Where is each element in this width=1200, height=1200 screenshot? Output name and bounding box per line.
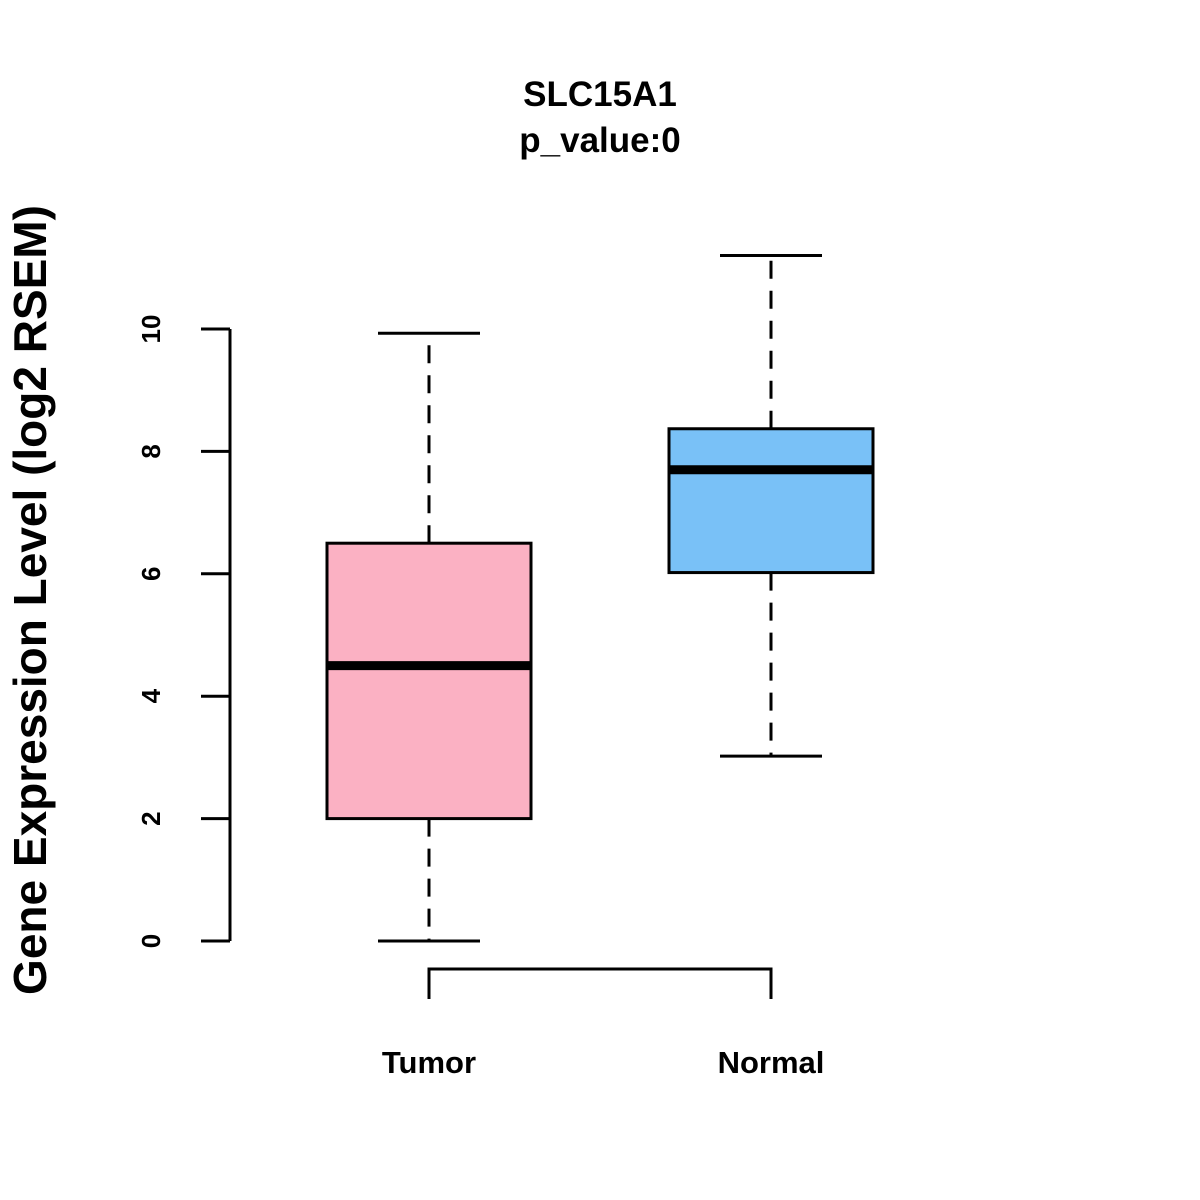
chart-title-text: SLC15A1 [523, 75, 677, 114]
y-tick-label: 10 [136, 315, 166, 344]
x-category-label-normal: Normal [718, 1045, 825, 1080]
y-tick-label: 4 [136, 688, 166, 703]
x-category-label-tumor: Tumor [382, 1045, 476, 1080]
chart-title: SLC15A1 p_value:0 [519, 75, 680, 160]
y-tick-label: 0 [136, 934, 166, 948]
comparison-bracket-line [427, 967, 773, 999]
y-tick-label: 2 [136, 811, 166, 825]
iqr-box [325, 541, 533, 821]
y-axis: 0 2 4 6 8 10 [136, 315, 232, 948]
boxes-layer [325, 254, 875, 943]
y-tick-label: 6 [136, 567, 166, 581]
x-axis-labels: Tumor Normal [382, 1045, 824, 1080]
iqr-box [667, 427, 875, 575]
y-tick-label: 8 [136, 444, 166, 458]
box-tumor [325, 331, 533, 943]
chart-subtitle-text: p_value:0 [519, 121, 680, 160]
comparison-bracket [427, 967, 773, 999]
box-normal [667, 254, 875, 758]
y-axis-label: Gene Expression Level (log2 RSEM) [4, 205, 56, 995]
